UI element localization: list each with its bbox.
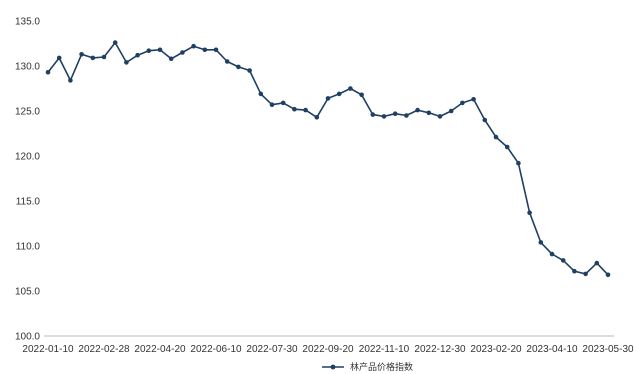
x-tick-label: 2023-05-30 bbox=[582, 344, 634, 355]
data-point bbox=[90, 55, 96, 61]
data-point bbox=[292, 106, 297, 112]
data-point bbox=[583, 271, 588, 277]
y-tick-label: 130.0 bbox=[15, 62, 40, 73]
legend-point-marker bbox=[330, 364, 336, 370]
data-point bbox=[504, 144, 510, 150]
x-tick-label: 2023-04-10 bbox=[526, 344, 578, 355]
x-tick-label: 2022-11-10 bbox=[359, 344, 410, 355]
y-tick-label: 120.0 bbox=[15, 152, 40, 163]
data-point bbox=[168, 56, 174, 62]
data-point bbox=[493, 134, 499, 140]
data-point bbox=[146, 48, 152, 53]
data-point bbox=[460, 100, 465, 106]
y-axis-ticks: 100.0 105.0 110.0 115.0 120.0 125.0 130.0 135.0 bbox=[15, 17, 40, 343]
data-point bbox=[538, 240, 544, 245]
data-point bbox=[202, 47, 208, 53]
x-tick-label: 2022-06-10 bbox=[190, 344, 242, 355]
data-point bbox=[482, 117, 488, 123]
data-point bbox=[45, 70, 51, 75]
x-tick-label: 2022-01-10 bbox=[22, 344, 74, 355]
data-point bbox=[605, 272, 611, 278]
data-point bbox=[516, 160, 521, 166]
data-point bbox=[303, 107, 308, 113]
data-point bbox=[236, 64, 241, 70]
x-tick-label: 2022-04-20 bbox=[134, 344, 186, 355]
data-point bbox=[269, 102, 275, 107]
x-tick-label: 2022-07-30 bbox=[246, 344, 298, 355]
data-point bbox=[247, 68, 252, 73]
x-tick-label: 2023-02-20 bbox=[470, 344, 522, 355]
x-axis-ticks: 2022-01-10 2022-02-28 2022-04-20 2022-06-10… bbox=[22, 344, 634, 355]
data-point bbox=[471, 97, 476, 102]
y-tick-label: 110.0 bbox=[16, 242, 41, 253]
y-tick-label: 115.0 bbox=[16, 197, 41, 208]
data-point bbox=[135, 52, 140, 58]
data-point bbox=[213, 47, 219, 53]
data-point bbox=[157, 47, 163, 53]
data-point bbox=[224, 59, 230, 64]
data-point bbox=[594, 260, 600, 266]
x-tick-label: 2022-12-30 bbox=[414, 344, 466, 355]
data-point bbox=[426, 110, 432, 116]
x-tick-label: 2022-09-20 bbox=[302, 344, 354, 355]
data-point bbox=[101, 54, 107, 60]
data-point bbox=[437, 114, 443, 119]
data-point bbox=[325, 96, 331, 101]
data-point bbox=[359, 92, 364, 98]
data-point bbox=[180, 50, 185, 55]
data-point bbox=[68, 78, 73, 83]
series-points bbox=[45, 40, 611, 278]
data-point bbox=[549, 251, 555, 257]
data-point bbox=[448, 108, 454, 114]
legend: 林产品价格指数 bbox=[322, 361, 413, 372]
y-tick-label: 135.0 bbox=[15, 17, 40, 28]
data-point bbox=[336, 91, 342, 97]
data-point bbox=[79, 52, 84, 57]
series-line bbox=[47, 41, 609, 276]
legend-label: 林产品价格指数 bbox=[350, 361, 413, 372]
data-point bbox=[415, 107, 420, 113]
data-point bbox=[56, 55, 62, 61]
y-tick-label: 105.0 bbox=[15, 287, 40, 298]
data-point bbox=[560, 258, 566, 263]
x-tick-label: 2022-02-28 bbox=[78, 344, 130, 355]
series-group bbox=[45, 40, 611, 278]
data-point bbox=[112, 40, 118, 45]
data-point bbox=[191, 43, 196, 49]
data-point bbox=[370, 112, 376, 117]
data-point bbox=[572, 268, 577, 274]
data-point bbox=[124, 60, 129, 65]
data-point bbox=[280, 100, 286, 106]
y-tick-label: 125.0 bbox=[15, 107, 40, 118]
data-point bbox=[404, 113, 409, 118]
y-tick-label: 100.0 bbox=[15, 332, 40, 343]
data-point bbox=[527, 210, 532, 215]
data-point bbox=[381, 114, 387, 119]
data-point bbox=[348, 86, 353, 91]
data-point bbox=[258, 91, 264, 97]
data-point bbox=[392, 111, 398, 116]
data-point bbox=[314, 115, 320, 120]
